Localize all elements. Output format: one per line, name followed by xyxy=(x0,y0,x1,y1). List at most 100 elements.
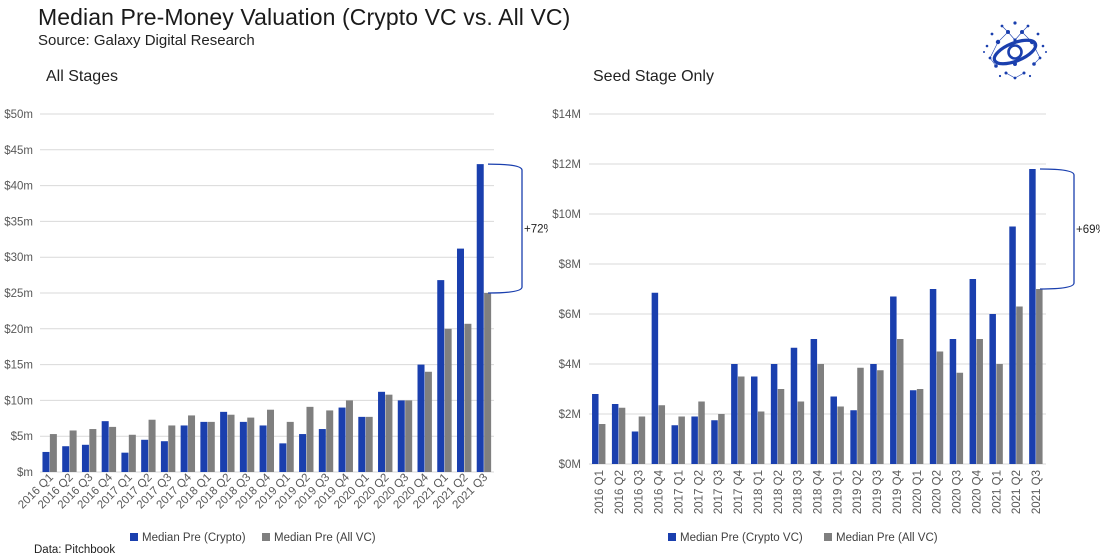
all-stages-bar-crypto xyxy=(318,429,326,472)
all-stages-bar-allvc xyxy=(89,429,97,472)
all-stages-bar-allvc xyxy=(326,410,334,472)
seed-y-tick-label: $2M xyxy=(559,409,581,421)
all-stages-bar-crypto xyxy=(160,441,168,472)
all-stages-legend-label: Median Pre (Crypto) xyxy=(142,532,246,544)
seed-bar-allvc xyxy=(698,401,705,464)
seed-y-tick-label: $0M xyxy=(559,459,581,471)
all-stages-bar-crypto xyxy=(239,421,247,472)
all-stages-legend-label: Median Pre (All VC) xyxy=(274,532,376,544)
seed-bar-crypto xyxy=(1009,226,1016,464)
seed-x-tick-label: 2017 Q2 xyxy=(693,470,705,514)
all-stages-bar-crypto xyxy=(200,421,208,472)
all-stages-bar-allvc xyxy=(69,430,77,472)
seed-x-tick-label: 2019 Q3 xyxy=(872,470,884,514)
seed-bar-crypto xyxy=(671,425,679,464)
seed-y-tick-label: $6M xyxy=(559,309,581,321)
seed-bar-allvc xyxy=(877,370,884,464)
all-stages-bar-crypto xyxy=(259,425,267,472)
seed-x-tick-label: 2017 Q1 xyxy=(673,470,685,514)
all-stages-bar-crypto xyxy=(437,280,445,472)
seed-bar-crypto xyxy=(810,339,818,464)
data-source-footnote: Data: Pitchbook xyxy=(34,544,116,556)
seed-bar-allvc xyxy=(797,401,805,464)
seed-bar-crypto xyxy=(909,390,917,464)
all-stages-bar-allvc xyxy=(128,434,136,472)
seed-x-tick-label: 2016 Q2 xyxy=(614,470,626,514)
all-stages-bar-allvc xyxy=(365,416,373,472)
all-stages-bar-allvc xyxy=(286,421,294,472)
seed-bar-allvc xyxy=(757,411,765,464)
seed-x-tick-label: 2019 Q4 xyxy=(892,469,904,514)
all-stages-bar-crypto xyxy=(417,364,425,472)
all-stages-bar-allvc xyxy=(345,400,353,472)
all-stages-y-tick-label: $5m xyxy=(11,431,33,443)
all-stages-bar-crypto xyxy=(456,248,464,472)
seed-bar-allvc xyxy=(658,405,666,464)
seed-x-tick-label: 2016 Q1 xyxy=(594,470,606,514)
seed-bar-crypto xyxy=(750,376,758,464)
all-stages-bar-allvc xyxy=(109,426,117,472)
seed-bar-crypto xyxy=(870,364,877,464)
seed-bar-allvc xyxy=(857,367,864,464)
all-stages-y-tick-label: $30m xyxy=(4,252,33,264)
all-stages-bar-allvc xyxy=(385,394,393,472)
seed-x-tick-label: 2018 Q2 xyxy=(773,470,785,514)
seed-y-tick-label: $12M xyxy=(552,159,581,171)
all-stages-y-tick-label: $40m xyxy=(4,181,33,193)
seed-x-tick-label: 2020 Q2 xyxy=(932,470,944,514)
all-stages-bar-allvc xyxy=(49,434,57,472)
seed-x-tick-label: 2016 Q4 xyxy=(654,469,666,514)
seed-x-tick-label: 2021 Q3 xyxy=(1031,470,1043,514)
seed-bar-allvc xyxy=(976,339,983,464)
all-stages-bar-allvc xyxy=(464,323,472,472)
all-stages-y-tick-label: $25m xyxy=(4,288,33,300)
all-stages-bar-chart: $m $5m $10m $15m $20m $25m $30m $35m $40m $45m $50… xyxy=(4,109,548,544)
seed-growth-annotation: +69% xyxy=(1076,224,1100,236)
seed-legend-swatch xyxy=(668,533,676,541)
seed-bar-allvc xyxy=(1036,289,1043,464)
seed-legend-label: Median Pre (Crypto VC) xyxy=(680,532,803,544)
seed-bar-crypto xyxy=(890,296,897,464)
all-stages-bar-allvc xyxy=(444,328,452,472)
all-stages-bar-crypto xyxy=(220,411,228,472)
seed-bar-allvc xyxy=(1016,306,1023,464)
seed-bar-crypto xyxy=(850,410,857,464)
all-stages-y-tick-label: $15m xyxy=(4,360,33,372)
all-stages-legend-swatch xyxy=(262,533,270,541)
all-stages-bar-allvc xyxy=(247,417,255,472)
seed-bar-allvc xyxy=(996,364,1003,464)
page-title: Median Pre-Money Valuation (Crypto VC vs… xyxy=(38,4,571,30)
right-chart-title: Seed Stage Only xyxy=(593,68,714,85)
seed-x-tick-label: 2019 Q1 xyxy=(832,470,844,514)
all-stages-bar-crypto xyxy=(42,451,50,472)
seed-bar-allvc xyxy=(738,376,745,464)
seed-bar-crypto xyxy=(731,364,738,464)
all-stages-bar-allvc xyxy=(168,425,176,472)
source-subtitle: Source: Galaxy Digital Research xyxy=(38,32,255,49)
seed-x-tick-label: 2020 Q4 xyxy=(971,469,983,514)
seed-bar-allvc xyxy=(598,424,606,464)
all-stages-bar-allvc xyxy=(188,415,196,472)
seed-x-tick-label: 2020 Q3 xyxy=(952,470,964,514)
seed-bar-allvc xyxy=(618,407,626,464)
all-stages-y-tick-label: $50m xyxy=(4,109,33,121)
all-stages-bar-crypto xyxy=(338,407,346,472)
seed-bar-allvc xyxy=(916,389,924,464)
seed-y-tick-label: $8M xyxy=(559,259,581,271)
seed-bar-allvc xyxy=(896,339,904,464)
all-stages-y-tick-label: $45m xyxy=(4,145,33,157)
all-stages-bar-allvc xyxy=(148,419,156,472)
all-stages-bar-crypto xyxy=(358,416,366,472)
all-stages-bar-crypto xyxy=(299,434,307,472)
seed-bar-crypto xyxy=(949,339,957,464)
seed-y-tick-label: $4M xyxy=(559,359,581,371)
seed-bar-crypto xyxy=(929,289,937,464)
all-stages-bar-allvc xyxy=(267,409,274,472)
all-stages-y-tick-label: $10m xyxy=(4,395,33,407)
left-chart-title: All Stages xyxy=(46,68,119,85)
seed-growth-bracket xyxy=(1039,168,1075,290)
all-stages-bar-allvc xyxy=(306,406,314,472)
seed-x-tick-label: 2021 Q1 xyxy=(991,470,1003,514)
all-stages-growth-bracket xyxy=(487,163,523,294)
